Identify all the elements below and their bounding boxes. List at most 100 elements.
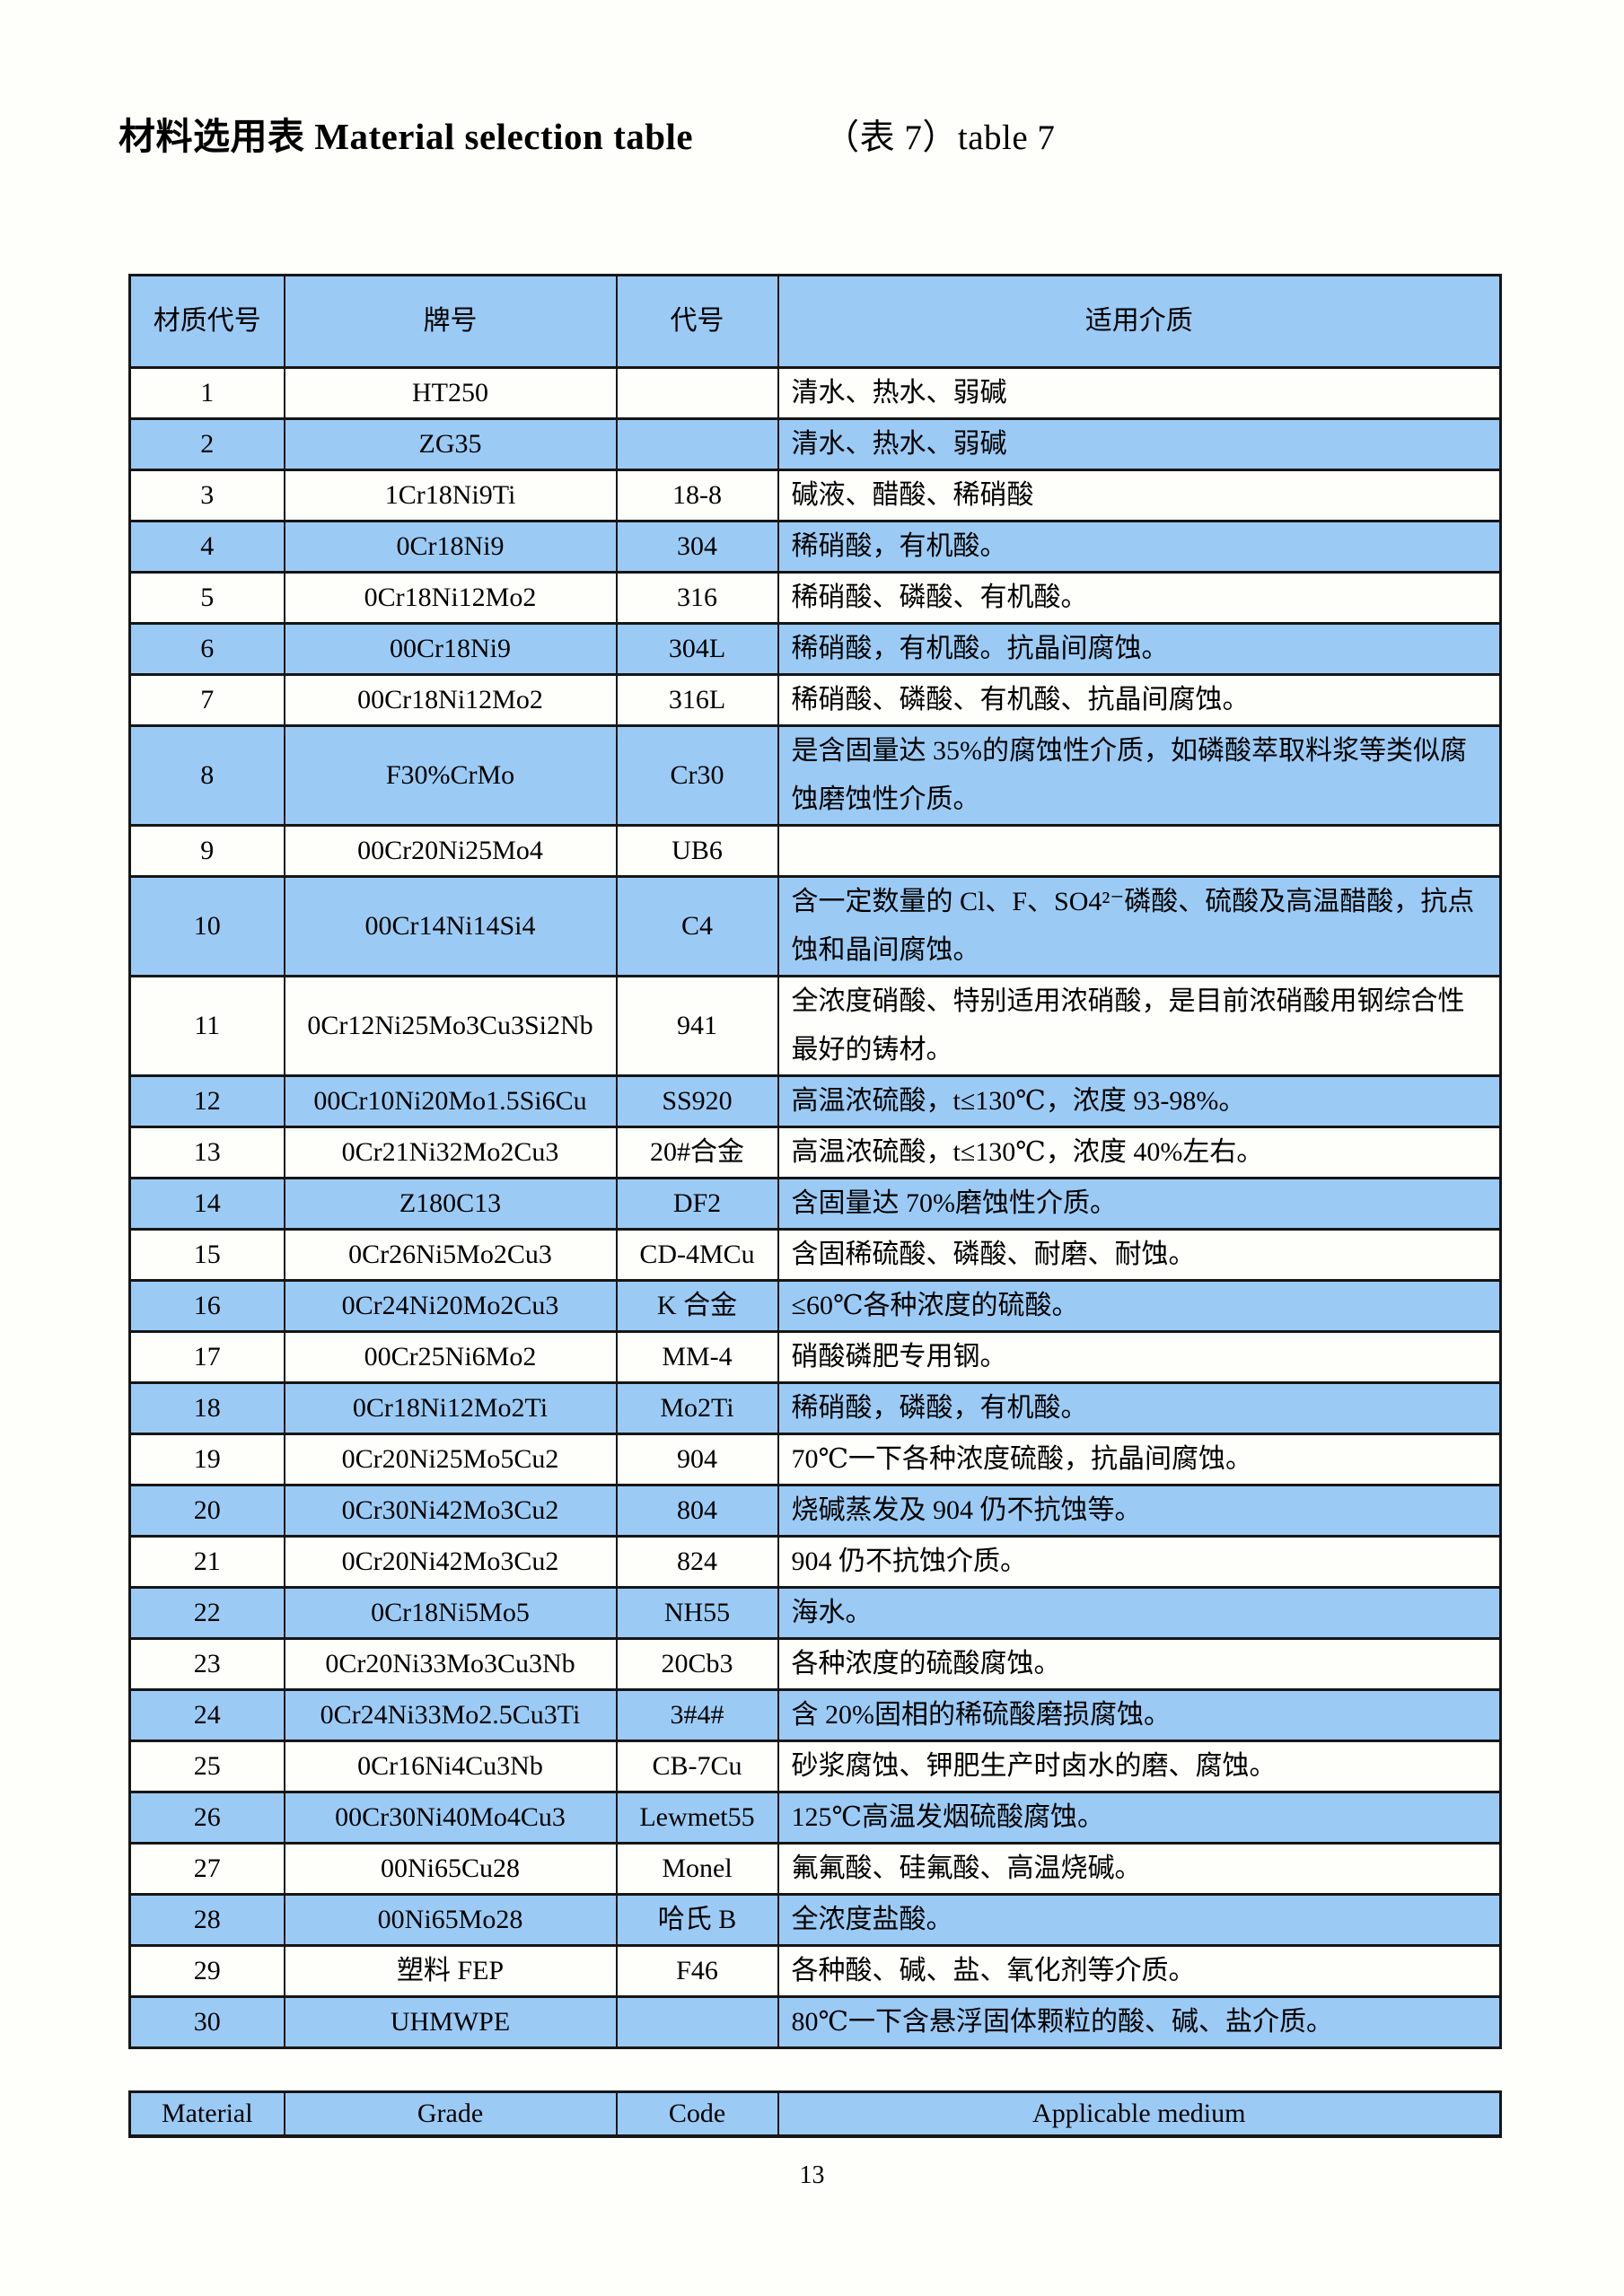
- material-code-cell: 8: [128, 724, 285, 827]
- material-code-cell: 12: [128, 1074, 285, 1128]
- code-cell: NH55: [615, 1586, 779, 1640]
- grade-cell: 0Cr18Ni12Mo2: [283, 571, 618, 625]
- grade-cell: 0Cr18Ni5Mo5: [283, 1586, 618, 1640]
- grade-cell: 1Cr18Ni9Ti: [283, 469, 618, 522]
- material-code-cell: 14: [128, 1177, 285, 1231]
- grade-cell: 00Cr14Ni14Si4: [283, 875, 618, 977]
- material-selection-table: 材质代号 牌号 代号 适用介质 1 HT250 清水、热水、弱碱 2 ZG35 清水、热水、弱碱…: [128, 274, 1502, 2049]
- medium-cell: 含一定数量的 Cl、F、SO4²⁻磷酸、硫酸及高温醋酸，抗点蚀和晶间腐蚀。: [777, 875, 1502, 977]
- medium-cell: 氟氟酸、硅氟酸、高温烧碱。: [777, 1842, 1502, 1896]
- material-code-cell: 30: [128, 1995, 285, 2049]
- table-row: 30 UHMWPE 80℃一下含悬浮固体颗粒的酸、碱、盐介质。: [128, 1995, 1502, 2049]
- code-cell: [615, 366, 779, 420]
- medium-cell: 含固稀硫酸、磷酸、耐磨、耐蚀。: [777, 1228, 1502, 1282]
- grade-cell: ZG35: [283, 417, 618, 471]
- medium-cell: 稀硝酸，有机酸。: [777, 520, 1502, 574]
- medium-cell: 稀硝酸，磷酸，有机酸。: [777, 1381, 1502, 1435]
- material-code-cell: 18: [128, 1381, 285, 1435]
- code-cell: DF2: [615, 1177, 779, 1231]
- code-cell: Cr30: [615, 724, 779, 827]
- grade-cell: 00Cr25Ni6Mo2: [283, 1330, 618, 1384]
- code-cell: 304: [615, 520, 779, 574]
- column-header: 材质代号: [128, 274, 285, 369]
- medium-cell: ≤60℃各种浓度的硫酸。: [777, 1279, 1502, 1333]
- code-cell: 20Cb3: [615, 1637, 779, 1691]
- table-row: 8 F30%CrMo Cr30 是含固量达 35%的腐蚀性介质，如磷酸萃取料浆等类似腐…: [128, 724, 1502, 827]
- grade-cell: 0Cr20Ni42Mo3Cu2: [283, 1535, 618, 1589]
- medium-cell: 904 仍不抗蚀介质。: [777, 1535, 1502, 1589]
- table-row: 20 0Cr30Ni42Mo3Cu2 804 烧碱蒸发及 904 仍不抗蚀等。: [128, 1484, 1502, 1538]
- medium-cell: 各种酸、碱、盐、氧化剂等介质。: [777, 1944, 1502, 1998]
- medium-cell: 125℃高温发烟硫酸腐蚀。: [777, 1791, 1502, 1845]
- grade-cell: 00Cr30Ni40Mo4Cu3: [283, 1791, 618, 1845]
- material-code-cell: 23: [128, 1637, 285, 1691]
- table-row: 9 00Cr20Ni25Mo4 UB6: [128, 824, 1502, 878]
- code-cell: CB-7Cu: [615, 1740, 779, 1793]
- medium-cell: 含固量达 70%磨蚀性介质。: [777, 1177, 1502, 1231]
- medium-cell: 稀硝酸、磷酸、有机酸。: [777, 571, 1502, 625]
- medium-cell: 全浓度硝酸、特别适用浓硝酸，是目前浓硝酸用钢综合性最好的铸材。: [777, 975, 1502, 1077]
- code-cell: 18-8: [615, 469, 779, 522]
- code-cell: 824: [615, 1535, 779, 1589]
- table-row: 28 00Ni65Mo28 哈氏 B 全浓度盐酸。: [128, 1893, 1502, 1947]
- medium-cell: 硝酸磷肥专用钢。: [777, 1330, 1502, 1384]
- grade-cell: 0Cr20Ni25Mo5Cu2: [283, 1433, 618, 1486]
- code-cell: 哈氏 B: [615, 1893, 779, 1947]
- medium-cell: 全浓度盐酸。: [777, 1893, 1502, 1947]
- code-cell: 941: [615, 975, 779, 1077]
- code-cell: UB6: [615, 824, 779, 878]
- table-row: 19 0Cr20Ni25Mo5Cu2 904 70℃一下各种浓度硫酸，抗晶间腐蚀。: [128, 1433, 1502, 1486]
- material-code-cell: 2: [128, 417, 285, 471]
- material-code-cell: 19: [128, 1433, 285, 1486]
- material-code-cell: 22: [128, 1586, 285, 1640]
- table-row: 26 00Cr30Ni40Mo4Cu3 Lewmet55 125℃高温发烟硫酸腐蚀。: [128, 1791, 1502, 1845]
- table-row: 2 ZG35 清水、热水、弱碱: [128, 417, 1502, 471]
- medium-cell: 海水。: [777, 1586, 1502, 1640]
- material-code-cell: 29: [128, 1944, 285, 1998]
- code-cell: 316L: [615, 673, 779, 727]
- table-body: 1 HT250 清水、热水、弱碱 2 ZG35 清水、热水、弱碱 3 1Cr18Ni9Ti 18…: [128, 366, 1502, 2049]
- table-row: 18 0Cr18Ni12Mo2Ti Mo2Ti 稀硝酸，磷酸，有机酸。: [128, 1381, 1502, 1435]
- grade-cell: 0Cr16Ni4Cu3Nb: [283, 1740, 618, 1793]
- material-code-cell: 15: [128, 1228, 285, 1282]
- grade-cell: 00Ni65Mo28: [283, 1893, 618, 1947]
- code-cell: Monel: [615, 1842, 779, 1896]
- code-cell: CD-4MCu: [615, 1228, 779, 1282]
- material-code-cell: 1: [128, 366, 285, 420]
- code-cell: [615, 1995, 779, 2049]
- material-code-cell: 17: [128, 1330, 285, 1384]
- table-row: 22 0Cr18Ni5Mo5 NH55 海水。: [128, 1586, 1502, 1640]
- code-cell: C4: [615, 875, 779, 977]
- medium-cell: 清水、热水、弱碱: [777, 366, 1502, 420]
- material-code-cell: 28: [128, 1893, 285, 1947]
- code-cell: K 合金: [615, 1279, 779, 1333]
- grade-cell: F30%CrMo: [283, 724, 618, 827]
- material-code-cell: 20: [128, 1484, 285, 1538]
- page-title: 材料选用表 Material selection table （表 7）table…: [119, 106, 1055, 160]
- material-code-cell: 9: [128, 824, 285, 878]
- medium-cell: 高温浓硫酸，t≤130℃，浓度 93-98%。: [777, 1074, 1502, 1128]
- material-code-cell: 26: [128, 1791, 285, 1845]
- medium-cell: 稀硝酸，有机酸。抗晶间腐蚀。: [777, 622, 1502, 676]
- material-code-cell: 6: [128, 622, 285, 676]
- code-cell: SS920: [615, 1074, 779, 1128]
- grade-cell: 0Cr24Ni33Mo2.5Cu3Ti: [283, 1688, 618, 1742]
- grade-cell: HT250: [283, 366, 618, 420]
- grade-cell: 00Cr18Ni12Mo2: [283, 673, 618, 727]
- grade-cell: 0Cr24Ni20Mo2Cu3: [283, 1279, 618, 1333]
- table-row: 3 1Cr18Ni9Ti 18-8 碱液、醋酸、稀硝酸: [128, 469, 1502, 522]
- grade-cell: UHMWPE: [283, 1995, 618, 2049]
- material-code-cell: 3: [128, 469, 285, 522]
- medium-cell: 清水、热水、弱碱: [777, 417, 1502, 471]
- material-code-cell: 5: [128, 571, 285, 625]
- medium-cell: 各种浓度的硫酸腐蚀。: [777, 1637, 1502, 1691]
- grade-cell: 0Cr30Ni42Mo3Cu2: [283, 1484, 618, 1538]
- code-cell: 20#合金: [615, 1126, 779, 1179]
- medium-cell: 碱液、醋酸、稀硝酸: [777, 469, 1502, 522]
- table-row: 7 00Cr18Ni12Mo2 316L 稀硝酸、磷酸、有机酸、抗晶间腐蚀。: [128, 673, 1502, 727]
- table-head: 材质代号 牌号 代号 适用介质: [128, 274, 1502, 369]
- material-code-cell: 25: [128, 1740, 285, 1793]
- grade-cell: 0Cr20Ni33Mo3Cu3Nb: [283, 1637, 618, 1691]
- material-code-cell: 27: [128, 1842, 285, 1896]
